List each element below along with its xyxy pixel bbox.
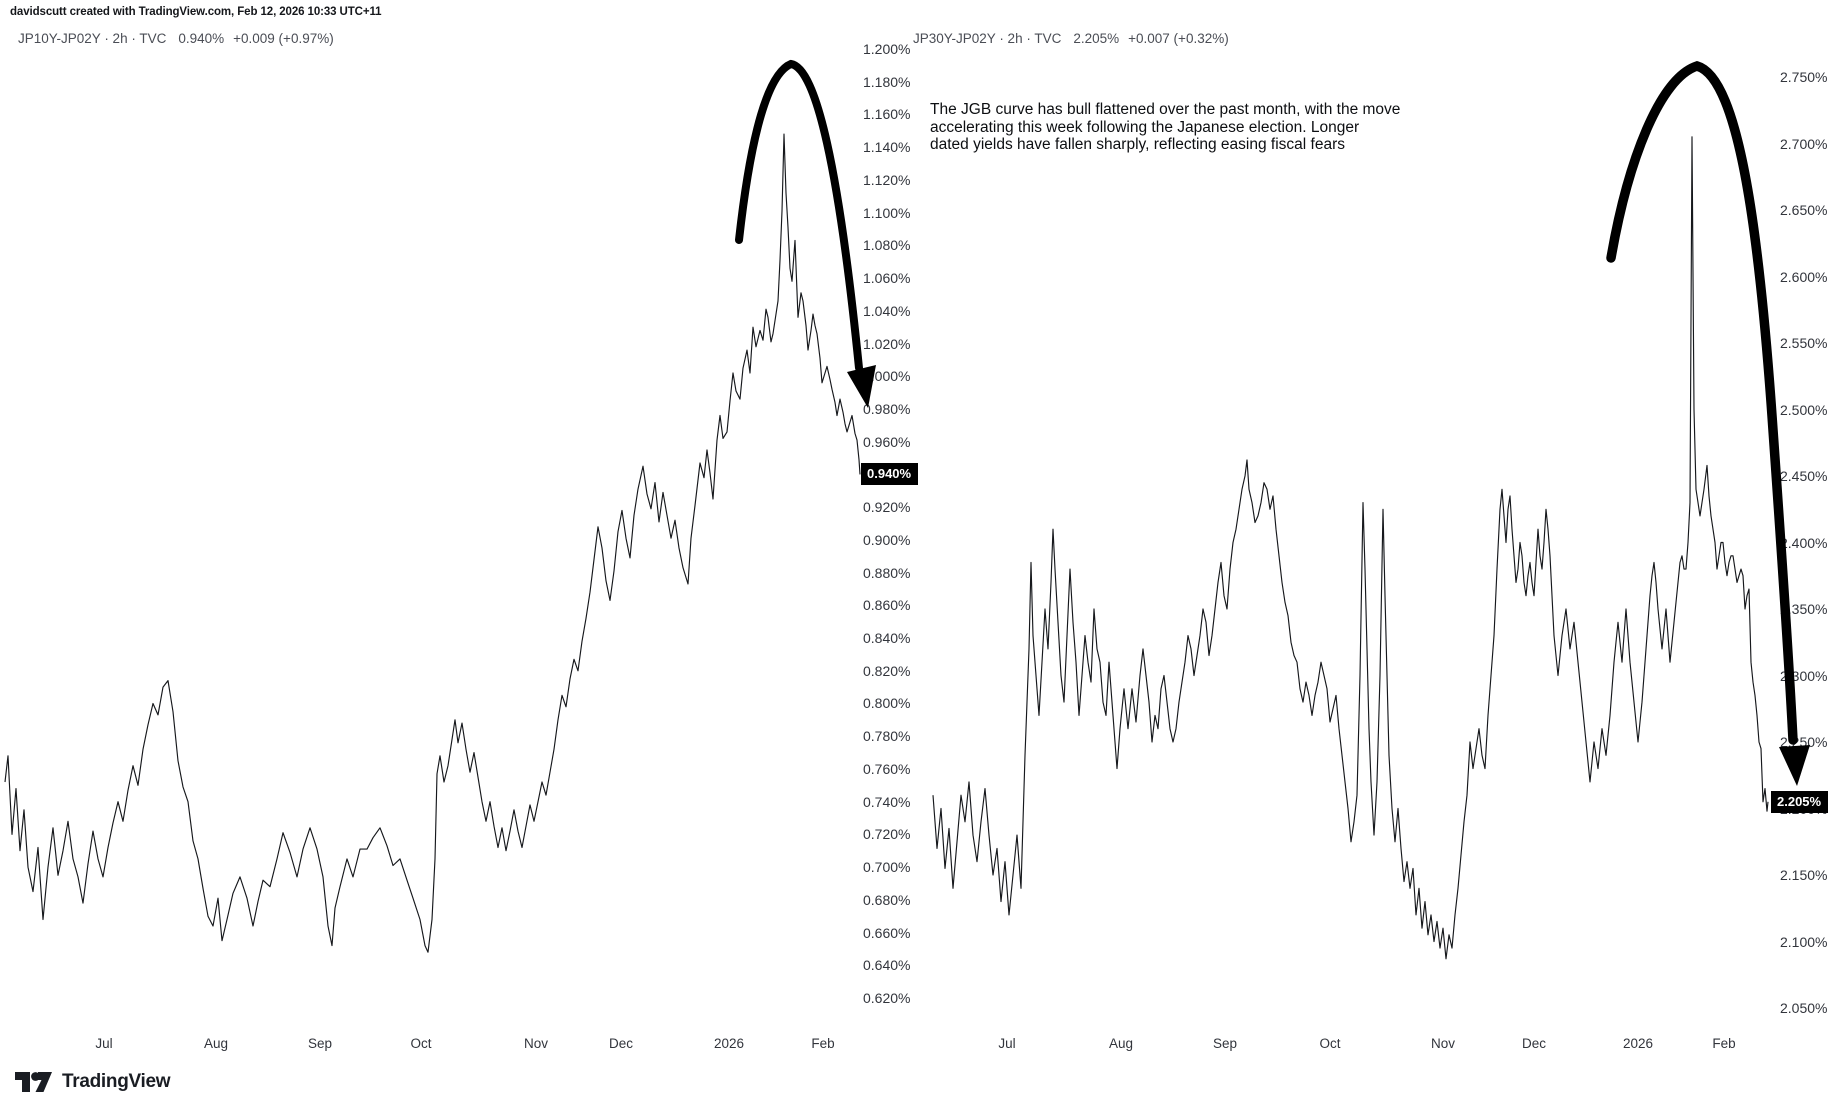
legend-last-price: 2.205% [1073, 31, 1120, 46]
time-axis-label: 2026 [1622, 1036, 1654, 1051]
last-price-badge-jp10y: 0.940% [861, 463, 919, 486]
price-axis-label: 0.820% [863, 662, 911, 679]
price-axis-label: 1.200% [863, 41, 911, 57]
curved-arrow-left [735, 59, 876, 408]
time-axis-label: Oct [1319, 1036, 1341, 1051]
time-axis-label: Nov [1430, 1036, 1456, 1051]
time-axis-label: Jul [95, 1036, 113, 1051]
legend-last-price: 0.940% [178, 31, 225, 46]
price-axis-label: 1.120% [863, 171, 911, 188]
time-axis-label: Feb [1712, 1036, 1736, 1051]
chart-legend-jp30y: JP30Y-JP02Y · 2h · TVC 2.205% +0.007 (+0.3… [913, 31, 1229, 46]
price-axis-label: 2.350% [1780, 601, 1828, 617]
price-axis-label: 0.660% [863, 924, 911, 941]
time-axis-label: Aug [203, 1036, 229, 1051]
price-axis-label: 2.700% [1780, 135, 1828, 152]
time-axis-label: Nov [523, 1036, 549, 1051]
price-axis-label: 1.100% [863, 204, 911, 221]
time-axis-label: Sep [1212, 1036, 1238, 1051]
price-axis-label: 0.620% [863, 990, 911, 1006]
price-axis-label: 0.640% [863, 957, 911, 974]
arrowhead-icon [1779, 745, 1810, 786]
chart-legend-jp10y: JP10Y-JP02Y · 2h · TVC 0.940% +0.009 (+0.9… [18, 31, 334, 46]
analyst-note-line: accelerating this week following the Jap… [930, 118, 1360, 136]
legend-change: +0.009 (+0.97%) [233, 31, 334, 46]
price-axis-label: 2.600% [1780, 268, 1828, 285]
time-axis-label: Sep [307, 1036, 333, 1051]
price-axis-label: 1.180% [863, 73, 911, 90]
legend-instrument: JP30Y-JP02Y · 2h · TVC [913, 31, 1062, 46]
price-axis-label: 0.680% [863, 891, 911, 908]
price-axis-label: 2.450% [1780, 468, 1828, 484]
price-axis-label: 0.960% [863, 433, 911, 450]
analyst-note-line: dated yields have fallen sharply, reflec… [930, 136, 1345, 154]
price-axis-label: 0.700% [863, 859, 911, 876]
price-line-0[interactable] [4, 133, 861, 953]
price-axis-label: 0.860% [863, 597, 911, 614]
price-axis-label: 0.980% [863, 400, 911, 417]
time-axis-label: 2026 [713, 1036, 745, 1051]
time-axis-label: Dec [608, 1036, 634, 1051]
price-line-1[interactable] [932, 136, 1769, 960]
tradingview-logo-icon [15, 1072, 52, 1092]
legend-change: +0.007 (+0.32%) [1128, 31, 1229, 46]
price-axis-label: 0.720% [863, 826, 911, 843]
export-credit-text: davidscutt created with TradingView.com,… [10, 6, 382, 18]
price-axis-label: 2.650% [1780, 202, 1828, 218]
price-axis-label: 2.500% [1780, 401, 1828, 418]
time-axis-label: Feb [811, 1036, 835, 1051]
price-axis-label: 2.050% [1780, 1000, 1828, 1016]
last-price-badge-jp30y: 2.205% [1771, 790, 1829, 813]
price-axis-label: 1.160% [863, 106, 911, 123]
time-axis-label: Oct [410, 1036, 432, 1051]
time-axis-label: Aug [1108, 1036, 1134, 1051]
price-axis-label: 2.150% [1780, 867, 1828, 883]
price-axis-label: 1.020% [863, 335, 911, 352]
time-axis-label: Jul [998, 1036, 1016, 1051]
price-axis-label: 1.080% [863, 237, 911, 254]
price-axis-label: 0.920% [863, 499, 911, 516]
time-axis-label: Dec [1521, 1036, 1547, 1051]
tradingview-logo: TradingView [14, 1069, 171, 1095]
price-axis-label: 2.750% [1780, 69, 1828, 85]
price-axis-label: 0.740% [863, 793, 911, 810]
price-axis-label: 0.800% [863, 695, 911, 712]
price-axis-label: 1.040% [863, 302, 911, 319]
arrowhead-icon [847, 365, 876, 408]
analyst-note-line: The JGB curve has bull flattened over th… [930, 101, 1401, 118]
price-axis-label: 0.840% [863, 630, 911, 647]
legend-instrument: JP10Y-JP02Y · 2h · TVC [18, 31, 167, 46]
analyst-note: The JGB curve has bull flattened over th… [930, 101, 1400, 154]
price-axis-label: 1.060% [863, 270, 911, 287]
price-axis-label: 1.000% [863, 368, 911, 385]
price-axis-label: 0.760% [863, 760, 911, 777]
curved-arrow-right [1606, 61, 1810, 786]
price-axis-label: 0.900% [863, 531, 911, 548]
price-axis-label: 2.400% [1780, 534, 1828, 551]
price-axis-label: 1.140% [863, 139, 911, 156]
tradingview-logo-text: TradingView [62, 1071, 171, 1092]
price-axis-label: 0.780% [863, 728, 911, 745]
price-axis-label: 2.100% [1780, 933, 1828, 950]
price-axis-label: 2.550% [1780, 335, 1828, 351]
price-axis-label: 0.880% [863, 564, 911, 581]
